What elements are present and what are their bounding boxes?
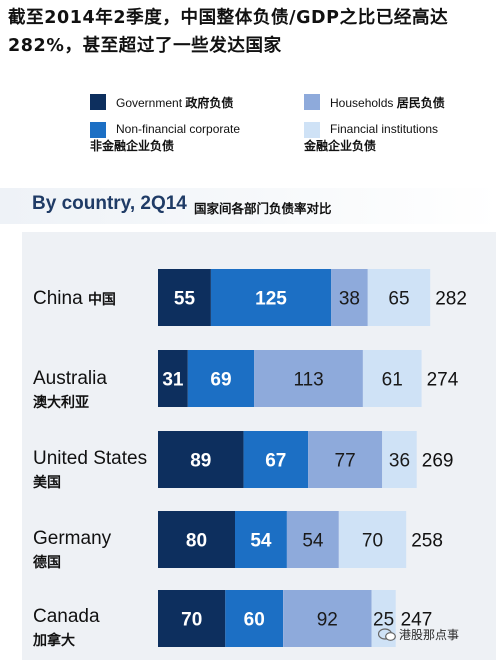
bar-germany-financial-institutions — [338, 511, 407, 568]
legend-label-government: Government 政府负债 — [116, 96, 234, 110]
bar-china-households — [331, 269, 368, 326]
total-label-australia: 274 — [427, 370, 459, 391]
value-label-canada-government: 70 — [181, 610, 202, 631]
legend-swatch-financial-institutions — [304, 122, 320, 138]
row-label-united-states: United States 美国 — [33, 448, 148, 491]
value-label-china-government: 55 — [174, 289, 196, 310]
value-label-canada-households: 92 — [317, 610, 338, 631]
bar-australia-government — [158, 350, 188, 407]
legend-label-households: Households 居民负债 — [330, 96, 445, 110]
row-label-australia: Australia 澳大利亚 — [33, 368, 107, 411]
legend-item-financial-institutions: Financial institutions 金融企业负债 — [304, 122, 438, 155]
bar-australia-households — [254, 350, 363, 407]
value-label-china-nonfinancial-corporate: 125 — [255, 289, 287, 310]
row-label-china: China 中国 — [33, 288, 116, 309]
bar-canada-households — [283, 590, 372, 647]
chart-subtitle: By country, 2Q14 — [32, 193, 187, 214]
value-label-australia-financial-institutions: 61 — [382, 370, 403, 391]
total-label-united-states: 269 — [422, 451, 454, 472]
bar-germany-government — [158, 511, 235, 568]
bar-germany-nonfinancial-corporate — [235, 511, 287, 568]
bar-australia-financial-institutions — [362, 350, 422, 407]
bar-germany-households — [286, 511, 339, 568]
value-label-united-states-nonfinancial-corporate: 67 — [265, 451, 286, 472]
bar-australia-nonfinancial-corporate — [187, 350, 255, 407]
legend-swatch-government — [90, 94, 106, 110]
legend-label-financial-institutions: Financial institutions — [330, 122, 439, 136]
value-label-australia-government: 31 — [162, 370, 184, 391]
chat-bubble-icon — [378, 627, 396, 641]
chart-subtitle-zh: 国家间各部门负债率对比 — [194, 201, 332, 216]
legend-item-nonfinancial-corporate: Non-financial corporate 非金融企业负债 — [90, 122, 240, 155]
legend-swatch-households — [304, 94, 320, 110]
legend-swatch-nonfinancial-corporate — [90, 122, 106, 138]
value-label-canada-financial-institutions: 25 — [373, 610, 394, 631]
legend-item-government: Government 政府负债 — [90, 94, 233, 111]
row-label-germany: Germany 德国 — [33, 528, 112, 571]
value-label-united-states-government: 89 — [190, 451, 211, 472]
bar-united-states-financial-institutions — [382, 431, 417, 488]
bar-china-nonfinancial-corporate — [210, 269, 332, 326]
value-label-germany-nonfinancial-corporate: 54 — [250, 531, 272, 552]
chart-subtitle-bar: By country, 2Q14 国家间各部门负债率对比 — [0, 188, 500, 224]
legend-label-nonfinancial-corporate-zh: 非金融企业负债 — [90, 139, 175, 153]
value-label-germany-households: 54 — [302, 531, 324, 552]
value-label-united-states-financial-institutions: 36 — [389, 451, 410, 472]
legend-label-financial-institutions-zh: 金融企业负债 — [304, 139, 377, 153]
value-label-germany-financial-institutions: 70 — [362, 531, 383, 552]
total-label-canada: 247 — [401, 610, 433, 631]
value-label-china-financial-institutions: 65 — [388, 289, 409, 310]
value-label-australia-households: 113 — [293, 370, 323, 391]
value-label-germany-government: 80 — [186, 531, 207, 552]
bar-united-states-households — [308, 431, 383, 488]
page-title: 截至2014年2季度，中国整体负债/GDP之比已经高达282%，甚至超过了一些发… — [8, 8, 449, 56]
bar-canada-government — [158, 590, 226, 647]
watermark: 港股那点事 — [378, 626, 459, 643]
legend: Government 政府负债 Households 居民负债 Non-fina… — [90, 92, 490, 172]
watermark-text: 港股那点事 — [399, 628, 460, 642]
value-label-united-states-households: 77 — [335, 451, 356, 472]
value-label-canada-nonfinancial-corporate: 60 — [244, 610, 265, 631]
value-label-china-households: 38 — [339, 289, 360, 310]
legend-item-households: Households 居民负债 — [304, 94, 445, 111]
total-label-china: 282 — [435, 289, 467, 310]
total-label-germany: 258 — [411, 531, 443, 552]
value-label-australia-nonfinancial-corporate: 69 — [210, 370, 231, 391]
legend-label-nonfinancial-corporate: Non-financial corporate — [116, 122, 241, 136]
bar-united-states-government — [158, 431, 244, 488]
bar-china-financial-institutions — [367, 269, 431, 326]
bar-canada-nonfinancial-corporate — [225, 590, 283, 647]
row-label-canada: Canada 加拿大 — [33, 606, 100, 649]
bar-china-government — [158, 269, 211, 326]
bar-united-states-nonfinancial-corporate — [243, 431, 309, 488]
